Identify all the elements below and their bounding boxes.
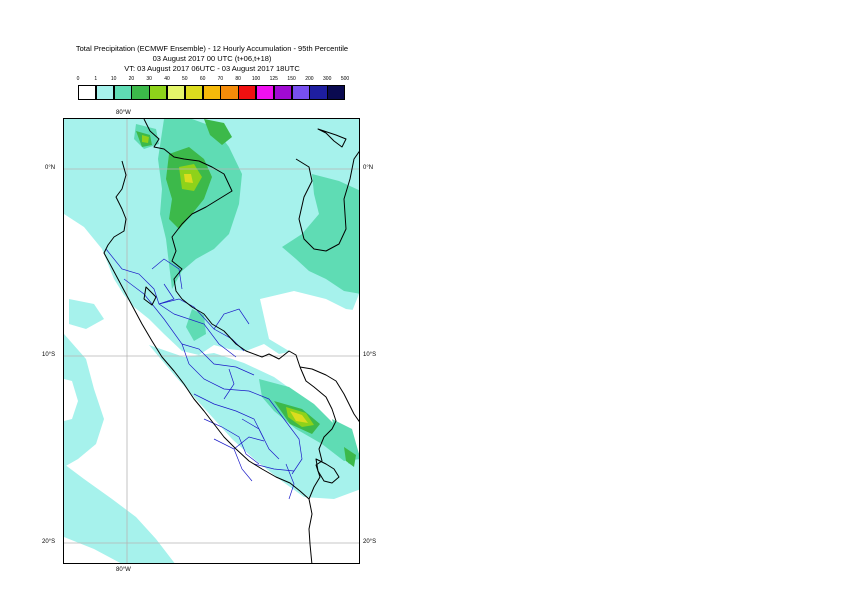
lon-label-bottom: 80°W <box>116 567 131 573</box>
medium-precip-area <box>282 174 359 294</box>
lon-label-top: 80°W <box>116 110 131 116</box>
color-scale-label: 125 <box>269 76 278 82</box>
color-swatch <box>309 85 328 100</box>
border-bolivia-brazil <box>299 366 359 423</box>
department-boundary <box>268 398 303 475</box>
color-scale-label: 100 <box>251 76 261 82</box>
color-scale-label: 500 <box>340 76 350 82</box>
lat-label-left-10: 10°S <box>42 352 56 358</box>
light-precip-offshore-south <box>64 464 175 563</box>
department-boundary <box>158 298 245 352</box>
color-swatch <box>131 85 150 100</box>
precipitation-shading-layer <box>64 119 359 563</box>
precipitation-map <box>64 119 359 563</box>
color-scale-label: 1 <box>94 76 98 82</box>
yellow-precip-spot <box>184 174 193 183</box>
border-peru-bolivia <box>299 366 337 500</box>
border-colombia-brazil <box>295 150 359 252</box>
dry-area <box>64 379 78 421</box>
color-scale-label: 200 <box>305 76 314 82</box>
lat-label-right-0: 0°N <box>363 165 374 171</box>
department-boundary <box>158 283 175 305</box>
color-swatch <box>202 85 221 100</box>
color-scale-label: 10 <box>110 76 117 82</box>
lake-titicaca <box>315 458 340 484</box>
coastline <box>103 160 313 563</box>
department-boundary <box>123 278 190 365</box>
color-swatch <box>149 85 168 100</box>
department-boundary <box>173 313 237 358</box>
color-scale-label: 50 <box>182 76 188 82</box>
lat-label-right-10: 10°S <box>363 352 377 358</box>
color-scale-label: 40 <box>164 76 170 82</box>
dry-area <box>260 291 359 359</box>
admin-boundaries-layer <box>105 248 303 500</box>
color-scale-label: 150 <box>287 76 296 82</box>
title-line-3: VT: 03 August 2017 06UTC - 03 August 201… <box>124 64 300 73</box>
color-scale-label: 0 <box>76 76 80 82</box>
light-precip-offshore <box>64 334 104 467</box>
department-boundary <box>151 258 183 290</box>
department-boundary <box>213 438 253 482</box>
green-precip-area <box>344 447 356 467</box>
color-swatch <box>291 85 310 100</box>
department-boundary <box>213 308 250 330</box>
color-scale-label: 30 <box>146 76 152 82</box>
color-swatch <box>78 85 97 100</box>
green-precip-area <box>204 119 232 145</box>
title-line-2: 03 August 2017 00 UTC (t+06,t+18) <box>152 54 272 63</box>
graticule-layer <box>64 119 359 563</box>
color-scale-label: 20 <box>128 76 135 82</box>
color-swatch <box>238 85 257 100</box>
color-swatch <box>167 85 186 100</box>
color-scale-label: 300 <box>323 76 332 82</box>
lat-label-left-20: 20°S <box>42 539 56 545</box>
color-swatch <box>95 85 115 100</box>
yellowgreen-precip-spot <box>142 135 149 143</box>
light-precip-patch <box>69 299 104 329</box>
title-line-1: Total Precipitation (ECMWF Ensemble) - 1… <box>75 44 349 53</box>
coastline-borders-layer <box>103 119 359 563</box>
color-scale-label: 70 <box>217 76 224 82</box>
department-boundary <box>193 393 265 440</box>
department-boundary <box>223 368 235 400</box>
department-boundary <box>253 463 295 472</box>
island-outline <box>143 286 157 306</box>
department-boundary <box>241 418 280 460</box>
department-boundary <box>181 343 255 376</box>
department-boundary <box>188 363 270 400</box>
border-fragment <box>317 128 347 148</box>
yellow-precip-spot <box>290 411 308 423</box>
department-boundary <box>285 463 295 500</box>
lat-label-left-0: 0°N <box>45 165 56 171</box>
color-swatch <box>113 85 132 100</box>
department-boundary <box>105 248 175 315</box>
color-swatch <box>273 85 293 100</box>
color-swatch <box>327 85 346 100</box>
medium-precip-area <box>186 309 206 341</box>
light-precip-south <box>149 345 359 499</box>
department-boundary <box>203 418 260 465</box>
color-swatch <box>184 85 204 100</box>
department-boundary <box>233 436 265 450</box>
light-precip-patch <box>69 169 109 204</box>
color-swatch <box>220 85 239 100</box>
color-scale-label: 60 <box>199 76 206 82</box>
color-scale-label: 80 <box>235 76 241 82</box>
color-swatch <box>256 85 275 100</box>
lat-label-right-20: 20°S <box>363 539 377 545</box>
map-panel <box>63 118 360 564</box>
border-ecuador-colombia-peru <box>143 119 301 368</box>
